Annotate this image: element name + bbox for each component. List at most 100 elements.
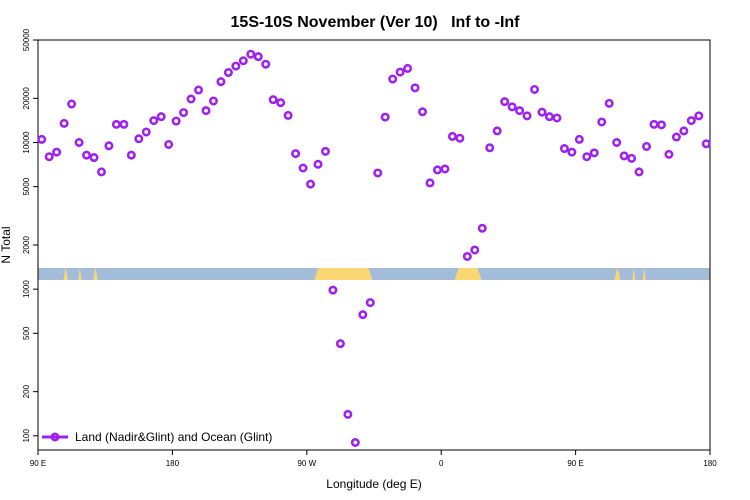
data-point [134,134,144,144]
data-point [313,159,323,169]
data-point [470,245,480,255]
data-point [298,163,308,173]
data-point [634,167,644,177]
data-point [403,63,413,73]
data-point [567,147,577,157]
data-point [492,126,502,136]
data-point [380,112,390,122]
data-point [126,150,136,160]
data-point [335,339,345,349]
data-point [589,148,599,158]
data-point [52,147,62,157]
data-point [44,152,54,162]
data-point [253,52,263,62]
surface-strip [38,267,710,280]
data-point [320,146,330,156]
x-tick-label: 180 [703,459,717,468]
data-point [507,102,517,112]
data-point [119,119,129,129]
data-point [328,285,338,295]
data-point [582,152,592,162]
data-point [656,120,666,130]
data-point [238,56,248,66]
legend-marker [50,432,60,442]
data-point [619,151,629,161]
land-segment [93,267,98,280]
ocean-band [38,268,710,280]
y-tick-label: 5000 [22,177,31,195]
data-point [500,97,510,107]
data-point [455,133,465,143]
x-tick-label: 90 E [567,459,583,468]
y-tick-label: 50000 [22,28,31,51]
data-point [223,68,233,78]
data-point [664,149,674,159]
data-point [701,139,711,149]
data-point [485,143,495,153]
data-point [156,112,166,122]
data-series [37,49,711,447]
data-point [186,94,196,104]
data-point [67,99,77,109]
data-point [350,437,360,447]
y-axis-label: N Total [0,226,13,263]
data-point [74,138,84,148]
data-point [530,84,540,94]
data-point [82,150,92,160]
x-axis: 90 E 180 90 W 0 90 E 180 [30,450,717,468]
data-point [141,127,151,137]
data-point [418,107,428,117]
land-segment [78,267,82,280]
land-segment [63,267,68,280]
x-tick-label: 0 [439,459,444,468]
data-point [612,138,622,148]
data-point [388,74,398,84]
data-point [268,95,278,105]
y-axis: 100 200 500 1000 2000 5000 10000 20000 50000 [22,28,38,442]
data-point [559,144,569,154]
data-point [216,77,226,87]
y-tick-label: 1000 [22,280,31,298]
data-point [574,134,584,144]
x-tick-label: 90 W [297,459,316,468]
data-point [522,111,532,121]
data-point [194,85,204,95]
data-point [373,168,383,178]
y-tick-label: 10000 [22,131,31,154]
data-point [679,126,689,136]
data-point [477,223,487,233]
x-tick-label: 90 E [30,459,46,468]
legend-label: Land (Nadir&Glint) and Ocean (Glint) [75,430,272,444]
data-point [261,59,271,69]
data-point [276,98,286,108]
data-point [395,67,405,77]
y-tick-label: 100 [22,429,31,443]
data-point [358,310,368,320]
data-point [291,149,301,159]
data-point [642,141,652,151]
data-point [447,131,457,141]
data-point [627,153,637,163]
data-point [440,164,450,174]
data-point [552,113,562,123]
land-segment [614,267,621,280]
data-point [246,49,256,59]
land-segment [454,268,482,280]
data-point [410,83,420,93]
x-axis-label: Longitude (deg E) [326,477,421,491]
y-tick-label: 500 [22,326,31,340]
data-point [597,117,607,127]
data-point [694,111,704,121]
data-point [515,106,525,116]
data-point [343,409,353,419]
data-point [37,134,47,144]
data-point [164,139,174,149]
data-point [306,179,316,189]
data-point [171,116,181,126]
data-point [686,116,696,126]
y-tick-label: 200 [22,384,31,398]
y-tick-label: 2000 [22,236,31,254]
data-point [604,98,614,108]
